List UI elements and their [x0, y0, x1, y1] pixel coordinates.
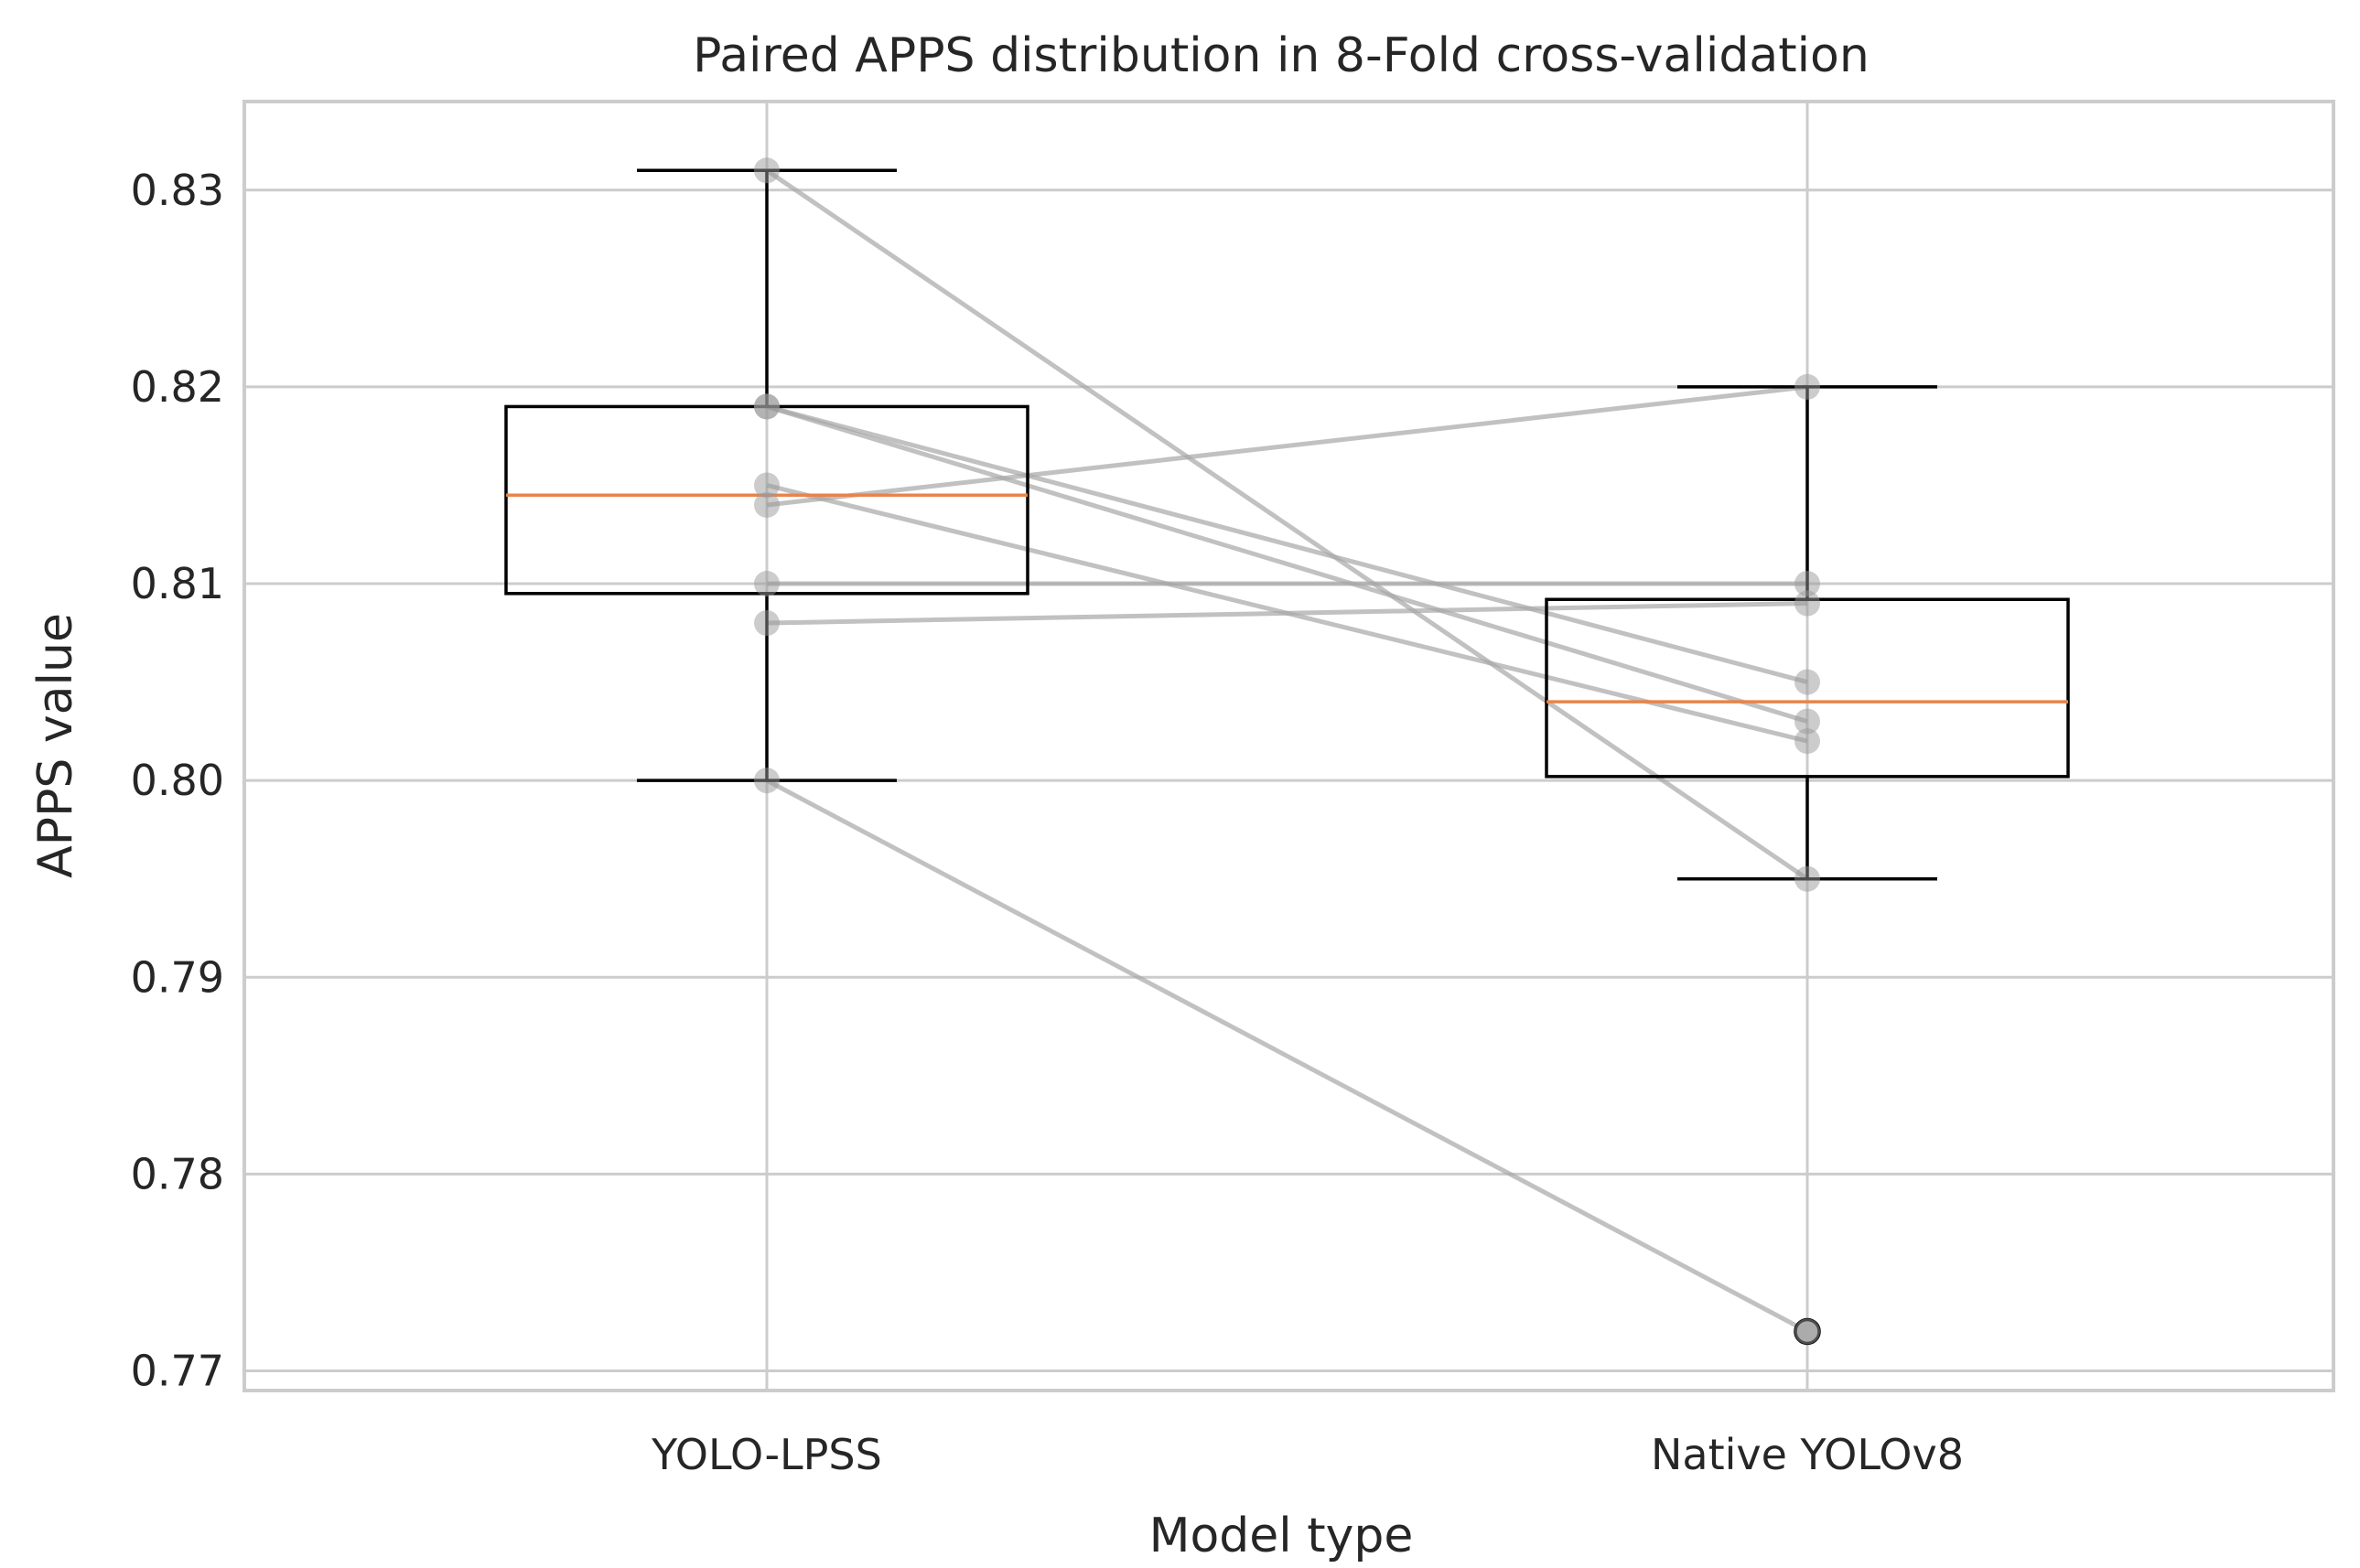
pair-line: [765, 168, 1809, 881]
y-tick-label: 0.78: [131, 1149, 224, 1198]
data-point: [754, 491, 780, 518]
x-tick-label: YOLO-LPSS: [651, 1430, 882, 1479]
y-axis-label: APPS value: [28, 613, 83, 878]
chart-title: Paired APPS distribution in 8-Fold cross…: [693, 28, 1870, 83]
y-tick-label: 0.80: [131, 756, 224, 805]
data-point: [1794, 708, 1820, 735]
pair-line: [766, 404, 1808, 725]
pair-line: [765, 778, 1809, 1334]
data-point: [754, 610, 780, 637]
data-point: [1794, 571, 1820, 597]
x-tick-label: Native YOLOv8: [1651, 1430, 1964, 1479]
paired-lines: [765, 168, 1809, 1334]
data-point: [1794, 865, 1820, 892]
y-tick-label: 0.81: [131, 559, 224, 608]
y-tick-label: 0.83: [131, 166, 224, 215]
y-tick-label: 0.79: [131, 952, 224, 1002]
data-point: [1794, 1318, 1820, 1345]
data-point: [1794, 728, 1820, 755]
data-point: [754, 571, 780, 597]
data-point: [1794, 590, 1820, 617]
y-tick-label: 0.82: [131, 362, 224, 412]
x-axis-label: Model type: [1149, 1509, 1414, 1563]
y-tick-label: 0.77: [131, 1346, 224, 1395]
plot-frame: [242, 100, 2335, 1392]
data-point: [1794, 669, 1820, 695]
data-point: [1794, 373, 1820, 400]
tick-labels: 0.77 0.78 0.79 0.80 0.81 0.82 0.83 YOLO-LPSS Nat…: [131, 166, 1964, 1479]
data-point: [754, 472, 780, 499]
data-point: [754, 768, 780, 794]
data-point: [754, 393, 780, 420]
pair-line: [766, 404, 1808, 685]
data-points: [754, 157, 1821, 1346]
pair-line: [766, 601, 1808, 626]
pair-line: [766, 384, 1808, 508]
data-point: [754, 157, 780, 184]
